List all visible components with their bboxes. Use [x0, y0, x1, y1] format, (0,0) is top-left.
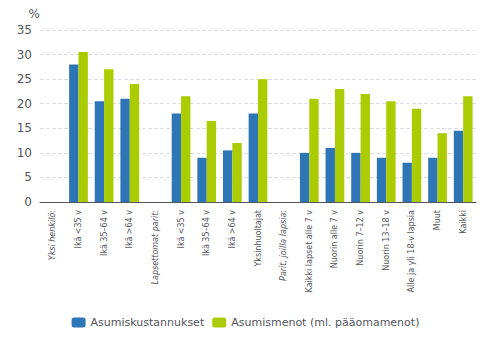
svg-text:Ikä <35 v: Ikä <35 v — [74, 210, 83, 249]
svg-text:Muut: Muut — [433, 210, 442, 230]
svg-text:Asumismenot (ml. pääomamenot): Asumismenot (ml. pääomamenot) — [231, 316, 419, 329]
svg-text:25: 25 — [17, 72, 32, 86]
svg-text:Ikä 35–64 v: Ikä 35–64 v — [202, 210, 211, 256]
svg-text:Nuorin alle 7 v: Nuorin alle 7 v — [330, 210, 339, 269]
svg-text:0: 0 — [24, 195, 32, 209]
svg-text:Lapsettomat parit:: Lapsettomat parit: — [151, 210, 160, 285]
svg-text:Ikä <35 v: Ikä <35 v — [177, 210, 186, 249]
svg-text:Yksi henkilö:: Yksi henkilö: — [48, 210, 57, 260]
svg-text:15: 15 — [17, 121, 32, 135]
svg-text:%: % — [29, 7, 40, 21]
svg-text:Kaikki: Kaikki — [459, 210, 468, 234]
svg-text:Kaikki lapset alle 7 v: Kaikki lapset alle 7 v — [305, 210, 314, 293]
svg-text:Ikä >64 v: Ikä >64 v — [228, 210, 237, 249]
svg-text:35: 35 — [17, 23, 32, 37]
svg-text:Ikä 35–64 v: Ikä 35–64 v — [100, 210, 109, 256]
svg-text:5: 5 — [24, 170, 32, 184]
svg-text:Yksinhuoltajat: Yksinhuoltajat — [254, 210, 263, 268]
svg-text:10: 10 — [17, 146, 32, 160]
svg-text:Asumiskustannukset: Asumiskustannukset — [91, 316, 205, 329]
svg-text:Nuorin 13–18 v: Nuorin 13–18 v — [382, 210, 391, 271]
svg-text:20: 20 — [17, 97, 32, 111]
svg-text:30: 30 — [17, 48, 32, 62]
svg-text:Ikä >64 v: Ikä >64 v — [125, 210, 134, 249]
svg-text:Parit, joilla lapsia:: Parit, joilla lapsia: — [279, 210, 288, 281]
svg-text:Alle ja yli 18-v lapsia: Alle ja yli 18-v lapsia — [407, 210, 416, 292]
svg-text:Nuorin 7–12 v: Nuorin 7–12 v — [356, 210, 365, 266]
